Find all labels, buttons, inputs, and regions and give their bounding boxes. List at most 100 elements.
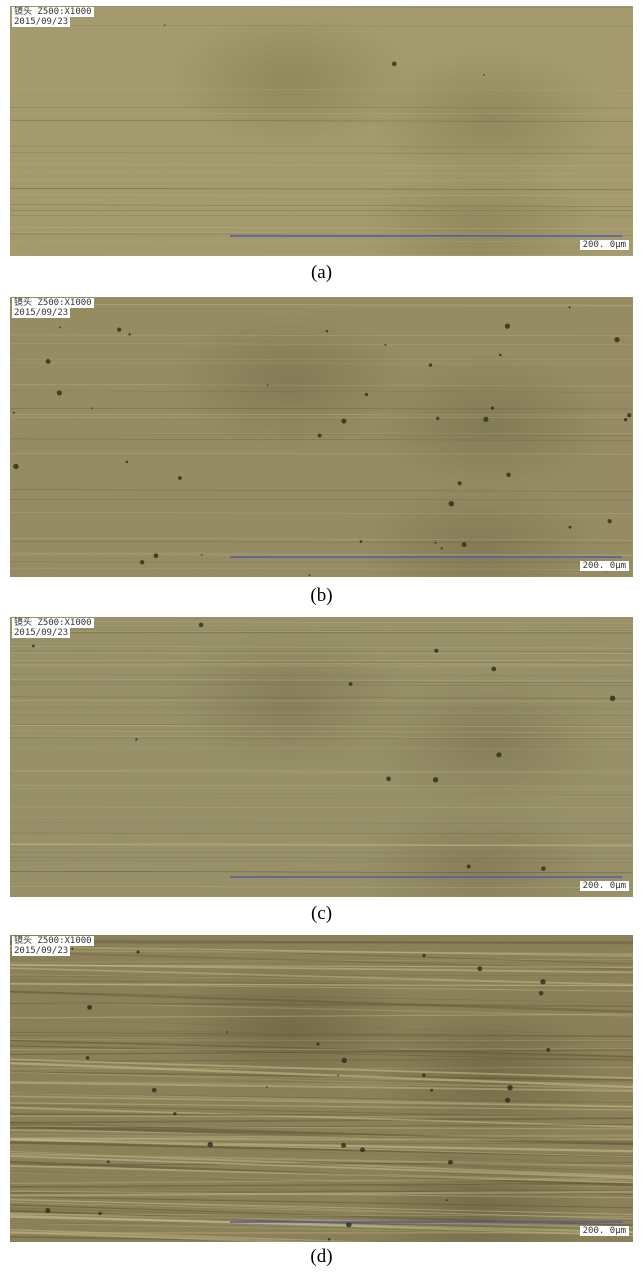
scratch bbox=[10, 964, 633, 968]
scratch bbox=[10, 940, 633, 945]
scratch bbox=[10, 1172, 633, 1188]
scratch bbox=[10, 1125, 633, 1146]
scratch bbox=[10, 974, 633, 977]
scratch bbox=[10, 646, 633, 649]
scratch bbox=[10, 665, 633, 668]
scratch bbox=[10, 696, 633, 699]
scratch bbox=[10, 1048, 633, 1051]
lens-label: 镜头 Z500:X1000 bbox=[12, 936, 94, 946]
scratch bbox=[10, 171, 633, 175]
lens-label: 镜头 Z500:X1000 bbox=[12, 7, 94, 17]
pit bbox=[461, 542, 467, 548]
scratch bbox=[10, 1222, 633, 1236]
scratch bbox=[10, 1121, 633, 1145]
pit bbox=[346, 1221, 352, 1228]
micrograph: 镜头 Z500:X1000 2015/09/23 200. 0μm bbox=[10, 935, 633, 1242]
scratch bbox=[10, 512, 633, 515]
pit bbox=[496, 752, 502, 758]
scratch bbox=[10, 1002, 633, 1008]
shadow bbox=[360, 479, 600, 577]
scratch bbox=[10, 631, 633, 634]
scratch bbox=[10, 946, 633, 957]
shadow bbox=[370, 673, 610, 813]
scratch bbox=[10, 1045, 633, 1062]
pit bbox=[71, 947, 74, 950]
scale-label: 200. 0μm bbox=[579, 561, 629, 571]
pit bbox=[499, 353, 502, 357]
scratch bbox=[10, 188, 633, 191]
scratch bbox=[10, 629, 633, 632]
scratch bbox=[10, 871, 633, 874]
scratch bbox=[10, 1031, 633, 1037]
scratch bbox=[10, 362, 633, 364]
scratch bbox=[10, 652, 633, 654]
scratch bbox=[10, 1001, 633, 1017]
pit bbox=[428, 363, 433, 367]
pit bbox=[432, 777, 439, 783]
scratch bbox=[10, 683, 633, 687]
scratch bbox=[10, 625, 633, 627]
scratch bbox=[10, 990, 633, 1013]
pit bbox=[87, 1004, 92, 1010]
shadow bbox=[370, 48, 610, 189]
scratch bbox=[10, 1080, 633, 1088]
scratch bbox=[10, 6, 633, 9]
scratch bbox=[10, 784, 633, 787]
pit bbox=[341, 1142, 347, 1148]
scratch bbox=[10, 1236, 405, 1242]
pit bbox=[491, 666, 497, 672]
scratch bbox=[10, 1138, 633, 1158]
scratch bbox=[10, 25, 633, 27]
scratch bbox=[10, 1137, 633, 1141]
pit bbox=[59, 326, 61, 329]
shadow bbox=[170, 957, 410, 1098]
micrograph: 镜头 Z500:X1000 2015/09/23 200. 0μm bbox=[10, 6, 633, 256]
scratch bbox=[10, 226, 633, 230]
micrograph: 镜头 Z500:X1000 2015/09/23 200. 0μm bbox=[10, 297, 633, 577]
scratch bbox=[10, 1215, 633, 1234]
pit bbox=[422, 1073, 426, 1078]
pit bbox=[384, 343, 387, 346]
scratch bbox=[10, 194, 633, 197]
pit bbox=[117, 327, 122, 332]
scratch bbox=[10, 1124, 633, 1129]
pit bbox=[173, 1112, 177, 1116]
pit bbox=[364, 392, 369, 397]
pit bbox=[477, 966, 483, 972]
pit bbox=[125, 460, 129, 464]
scratch bbox=[10, 1142, 633, 1144]
pit bbox=[483, 416, 489, 422]
scratch bbox=[10, 958, 633, 963]
pit bbox=[207, 1141, 213, 1148]
scratch bbox=[10, 567, 633, 570]
pit bbox=[135, 738, 138, 741]
caption: (d) bbox=[310, 1246, 333, 1267]
scratch bbox=[10, 453, 633, 455]
pit bbox=[266, 1086, 268, 1088]
scratch bbox=[10, 1092, 633, 1108]
pit bbox=[506, 472, 511, 478]
scratch bbox=[10, 1199, 633, 1215]
pit bbox=[614, 337, 620, 343]
scratch bbox=[10, 674, 633, 677]
pit bbox=[627, 413, 632, 418]
scratch bbox=[10, 107, 633, 109]
scratch bbox=[10, 737, 633, 740]
date-label: 2015/09/23 bbox=[12, 628, 71, 638]
pit bbox=[434, 541, 437, 544]
scratch bbox=[10, 1106, 633, 1128]
scratch bbox=[10, 941, 633, 945]
pit bbox=[341, 418, 347, 424]
scratch bbox=[10, 433, 633, 436]
date-label: 2015/09/23 bbox=[12, 17, 71, 27]
scratch bbox=[10, 1151, 633, 1172]
scratch bbox=[10, 1230, 329, 1242]
pit bbox=[360, 1147, 366, 1153]
scale-label: 200. 0μm bbox=[579, 881, 629, 891]
shadow bbox=[360, 161, 600, 256]
pit bbox=[507, 1084, 513, 1091]
micrograph-image bbox=[10, 297, 633, 577]
scratch bbox=[10, 1125, 633, 1130]
pit bbox=[98, 1211, 102, 1216]
